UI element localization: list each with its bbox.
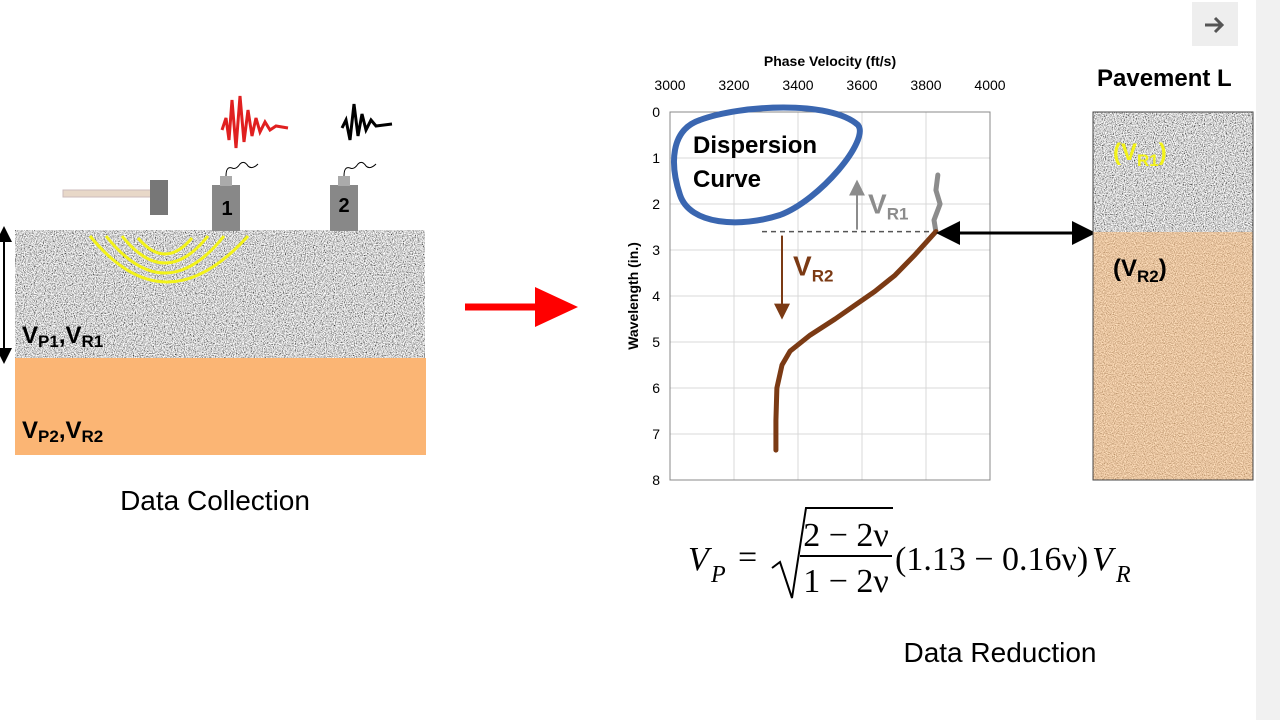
y-axis-title: Wavelength (in.) <box>625 242 641 350</box>
dispersion-chart: 3000 3200 3400 3600 3800 4000 0 1 2 3 4 5 6 7 8 Phase V… <box>625 53 1006 488</box>
panel-border <box>1092 111 1254 481</box>
sqrt-sign <box>771 507 893 599</box>
layer-label: (VR2) <box>1113 255 1167 286</box>
geophone-cap <box>338 176 350 186</box>
formula-term: (1.13 − 0.16ν) <box>895 541 1088 578</box>
formula-term: = <box>738 539 757 576</box>
x-tick-label: 3000 <box>654 77 685 93</box>
waves <box>88 234 250 284</box>
caption: Data Reduction <box>903 637 1096 668</box>
layer-label: (VR1) <box>1113 139 1167 170</box>
geophone-label: 1 <box>221 198 232 220</box>
arrow-icon <box>1205 16 1225 34</box>
signal-2 <box>340 103 393 141</box>
layer-2-label: VP2,VR2 <box>22 417 103 446</box>
cable <box>343 161 377 177</box>
panel-title: Pavement L <box>1097 65 1232 92</box>
y-tick-label: 7 <box>652 426 660 442</box>
geophone <box>212 185 240 231</box>
annotation-part: R2 <box>812 267 834 286</box>
scrollbar[interactable] <box>1256 0 1280 720</box>
y-tick-label: 2 <box>652 196 660 212</box>
signal-1 <box>220 95 289 149</box>
annotation-part: V <box>868 189 887 220</box>
geophone-cap <box>220 176 232 186</box>
formula: V P = 2 − 2ν 1 − 2ν (1.13 − 0.16ν) V R <box>688 507 1131 600</box>
formula-term: 2 − 2ν <box>803 517 889 554</box>
geophone-label: 2 <box>338 195 349 217</box>
geophone <box>330 185 358 231</box>
y-tick-label: 0 <box>652 104 660 120</box>
y-tick-label: 1 <box>652 150 660 166</box>
layer-1-label: VP1,VR1 <box>22 322 103 351</box>
formula-term: P <box>710 562 726 588</box>
annotation-part: R1 <box>887 205 909 224</box>
x-tick-label: 3600 <box>846 77 877 93</box>
x-tick-label: 3400 <box>782 77 813 93</box>
hammer-handle <box>62 189 152 198</box>
y-tick-label: 4 <box>652 288 660 304</box>
annotation: VR2 <box>793 251 833 286</box>
dispersion-curve <box>931 172 943 235</box>
y-tick-label: 8 <box>652 472 660 488</box>
layer-2 <box>1093 232 1253 480</box>
caption: Data Collection <box>120 485 310 516</box>
hammer-head <box>150 180 168 215</box>
layer-1 <box>1093 112 1253 232</box>
highlight-ellipse <box>671 104 863 226</box>
y-tick-label: 6 <box>652 380 660 396</box>
x-tick-label: 3200 <box>718 77 749 93</box>
x-axis-title: Phase Velocity (ft/s) <box>764 53 896 69</box>
y-tick-label: 5 <box>652 334 660 350</box>
dispersion-curve <box>773 229 939 453</box>
formula-term: 1 − 2ν <box>803 563 889 600</box>
x-tick-label: 4000 <box>974 77 1005 93</box>
cable <box>225 161 259 177</box>
annotation: Curve <box>693 166 761 193</box>
annotation-part: V <box>793 251 812 282</box>
y-tick-label: 3 <box>652 242 660 258</box>
annotation: Dispersion <box>693 132 817 159</box>
layer-2 <box>15 358 426 455</box>
annotation: VR1 <box>868 189 908 224</box>
formula-term: R <box>1115 562 1131 588</box>
layer-1 <box>15 230 425 358</box>
x-tick-label: 3800 <box>910 77 941 93</box>
flow-arrow-head <box>535 287 578 327</box>
